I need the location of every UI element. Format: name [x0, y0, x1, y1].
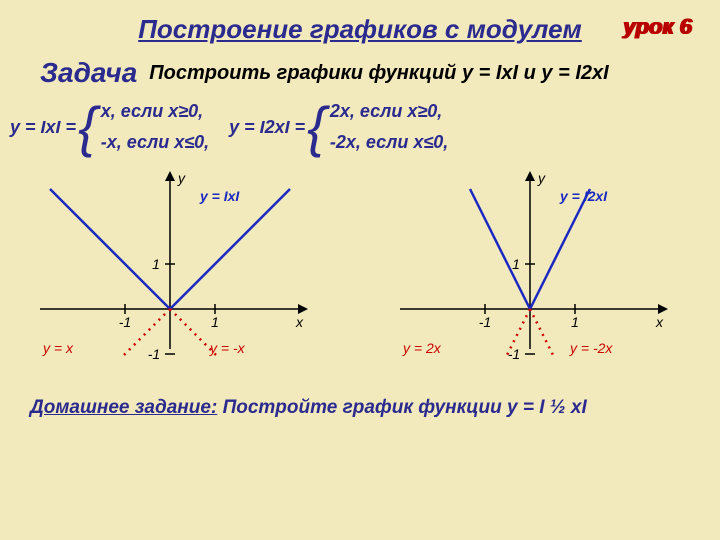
def-left: y = ΙxΙ = { x, если x≥0, -x, если x≤0, — [10, 99, 209, 155]
graph-abs-2x: 1 -1 1 -1 y x y = Ι2xΙ y = 2x y = -2x — [385, 159, 695, 389]
task-text: Построить графики функций y = ΙxΙ и y = … — [149, 62, 608, 85]
graphs-row: 1 -1 1 -1 y x y = ΙxΙ y = x y = -x 1 -1 1 -1 y x y = Ι… — [0, 159, 720, 389]
definitions-row: y = ΙxΙ = { x, если x≥0, -x, если x≤0, y… — [0, 99, 720, 155]
svg-text:y = 2x: y = 2x — [402, 340, 442, 356]
def-right-case2: -2x, если x≤0, — [330, 132, 448, 153]
lesson-tag: урок 6 — [623, 14, 692, 40]
svg-text:y: y — [177, 170, 186, 186]
task-row: Задача Построить графики функций y = ΙxΙ… — [0, 57, 720, 89]
svg-text:x: x — [295, 314, 304, 330]
task-label: Задача — [40, 57, 137, 89]
graph-abs-x: 1 -1 1 -1 y x y = ΙxΙ y = x y = -x — [25, 159, 335, 389]
brace-icon: { — [78, 99, 97, 155]
svg-text:1: 1 — [211, 314, 219, 330]
svg-text:y = Ι2xΙ: y = Ι2xΙ — [559, 188, 608, 204]
svg-text:-1: -1 — [479, 314, 491, 330]
def-right-case1: 2x, если x≥0, — [330, 101, 448, 122]
svg-text:y: y — [537, 170, 546, 186]
def-left-case2: -x, если x≤0, — [101, 132, 209, 153]
def-left-case1: x, если x≥0, — [101, 101, 209, 122]
svg-text:-1: -1 — [508, 346, 520, 362]
def-left-lhs: y = ΙxΙ = — [10, 117, 76, 138]
homework-label: Домашнее задание: — [30, 397, 217, 418]
homework: Домашнее задание: Постройте график функц… — [30, 397, 690, 419]
homework-text: Постройте график функции y = Ι ½ xΙ — [217, 397, 586, 418]
svg-text:1: 1 — [571, 314, 579, 330]
def-right-lhs: y = Ι2xΙ = — [229, 117, 305, 138]
svg-text:y = x: y = x — [42, 340, 74, 356]
svg-text:-1: -1 — [148, 346, 160, 362]
svg-text:y = ΙxΙ: y = ΙxΙ — [199, 188, 240, 204]
svg-text:x: x — [655, 314, 664, 330]
svg-text:y = -x: y = -x — [209, 340, 246, 356]
svg-text:y = -2x: y = -2x — [569, 340, 613, 356]
page-title: Построение графиков с модулем — [0, 0, 720, 45]
svg-text:1: 1 — [152, 256, 160, 272]
svg-text:1: 1 — [512, 256, 520, 272]
brace-icon: { — [307, 99, 326, 155]
svg-text:-1: -1 — [119, 314, 131, 330]
def-right: y = Ι2xΙ = { 2x, если x≥0, -2x, если x≤0… — [229, 99, 448, 155]
